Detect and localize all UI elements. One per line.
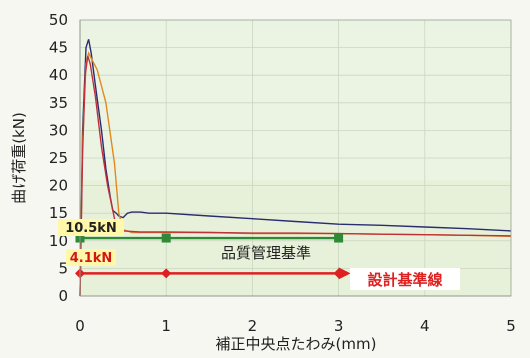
y-tick-label-1: 5 xyxy=(58,259,68,277)
y-tick-label-8: 40 xyxy=(49,66,68,84)
design-line-arrow xyxy=(338,267,351,280)
y-tick-label-10: 50 xyxy=(49,11,68,29)
x-tick-label-0: 0 xyxy=(75,317,85,335)
x-axis-label: 補正中央点たわみ(mm) xyxy=(216,335,377,353)
quality-value-box xyxy=(58,219,124,236)
background-band-1 xyxy=(80,20,511,181)
x-tick-label-5: 5 xyxy=(506,317,516,335)
plot-frame xyxy=(79,19,512,297)
design-standard-label-bg xyxy=(350,268,460,290)
reference-marker-0-1 xyxy=(161,233,171,243)
x-tick-label-1: 1 xyxy=(161,317,171,335)
x-tick-label-3: 3 xyxy=(334,317,344,335)
design-standard-label: 設計基準線 xyxy=(367,271,442,289)
y-tick-label-5: 25 xyxy=(49,149,68,167)
design-value-label: 4.1kN xyxy=(70,251,113,266)
x-tick-label-4: 4 xyxy=(420,317,430,335)
quality-standard-annotation: 10.5kN 品質管理基準 xyxy=(58,219,311,262)
y-axis-label: 曲げ荷重(kN) xyxy=(10,112,28,204)
x-tick-label-2: 2 xyxy=(248,317,258,335)
y-tick-label-3: 15 xyxy=(49,204,68,222)
background-bands xyxy=(80,20,511,296)
quality-value-label: 10.5kN xyxy=(65,221,117,236)
design-value-box xyxy=(66,249,116,266)
y-tick-label-2: 10 xyxy=(49,232,68,250)
quality-standard-label: 品質管理基準 xyxy=(221,244,311,262)
y-tick-label-7: 35 xyxy=(49,94,68,112)
y-tick-label-6: 30 xyxy=(49,121,68,139)
y-tick-label-9: 45 xyxy=(49,39,68,57)
design-standard-annotation: 4.1kN 設計基準線 xyxy=(66,249,460,290)
y-tick-label-4: 20 xyxy=(49,177,68,195)
reference-marker-0-2 xyxy=(334,233,344,243)
reference-marker-1-1 xyxy=(161,268,172,279)
y-tick-label-0: 0 xyxy=(58,287,68,305)
